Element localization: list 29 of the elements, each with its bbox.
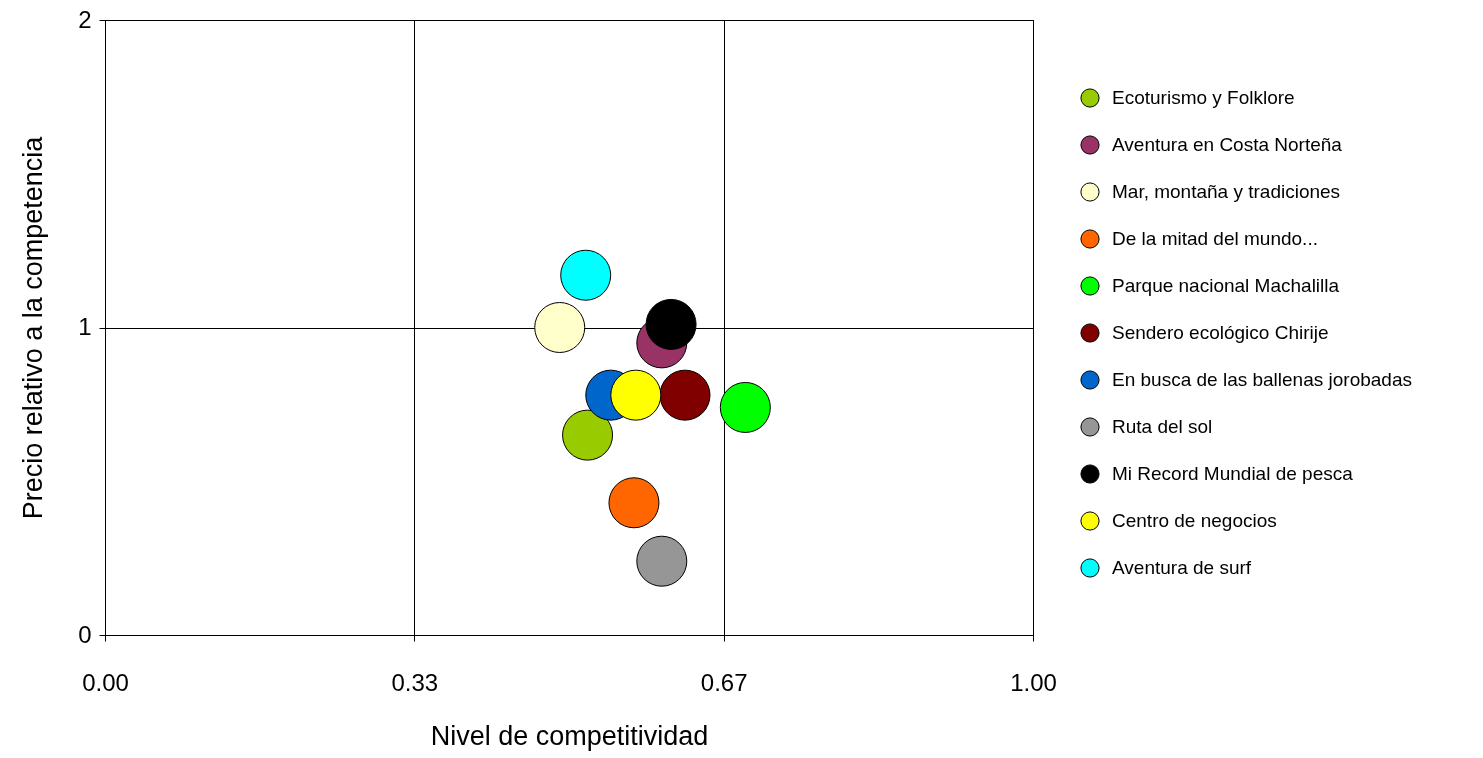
legend-label: Ruta del sol: [1112, 416, 1213, 437]
point: [560, 249, 612, 301]
y-tick-label: 2: [78, 5, 92, 33]
x-tick-label: 0.00: [82, 668, 129, 696]
legend-label: De la mitad del mundo...: [1112, 228, 1318, 249]
legend-label: Sendero ecológico Chirije: [1112, 322, 1329, 343]
x-tick-label: 1.00: [1010, 668, 1057, 696]
legend-label: Ecoturismo y Folklore: [1112, 87, 1295, 108]
legend-label: Centro de negocios: [1112, 510, 1277, 531]
y-tick-label: 0: [78, 620, 92, 648]
legend-label: En busca de las ballenas jorobadas: [1112, 369, 1412, 390]
legend-label: Aventura en Costa Norteña: [1112, 134, 1343, 155]
point: [719, 382, 771, 433]
point: [562, 409, 614, 461]
legend-label: Mar, montaña y tradiciones: [1112, 181, 1341, 202]
point: [659, 369, 711, 421]
x-tick-label: 0.67: [700, 668, 748, 696]
y-axis-title: Precio relativo a la competencia: [18, 135, 49, 520]
point: [645, 298, 697, 350]
legend-label: Mi Record Mundial de pesca: [1112, 463, 1354, 484]
legend-label: Parque nacional Machalilla: [1112, 275, 1340, 296]
y-tick-label: 1: [78, 313, 92, 340]
x-axis-title: Nivel de competitividad: [430, 720, 709, 751]
point: [534, 302, 586, 353]
point: [608, 477, 660, 529]
point: [636, 535, 688, 587]
legend-label: Aventura de surf: [1112, 557, 1252, 578]
x-tick-label: 0.33: [391, 668, 439, 696]
point: [610, 369, 662, 421]
